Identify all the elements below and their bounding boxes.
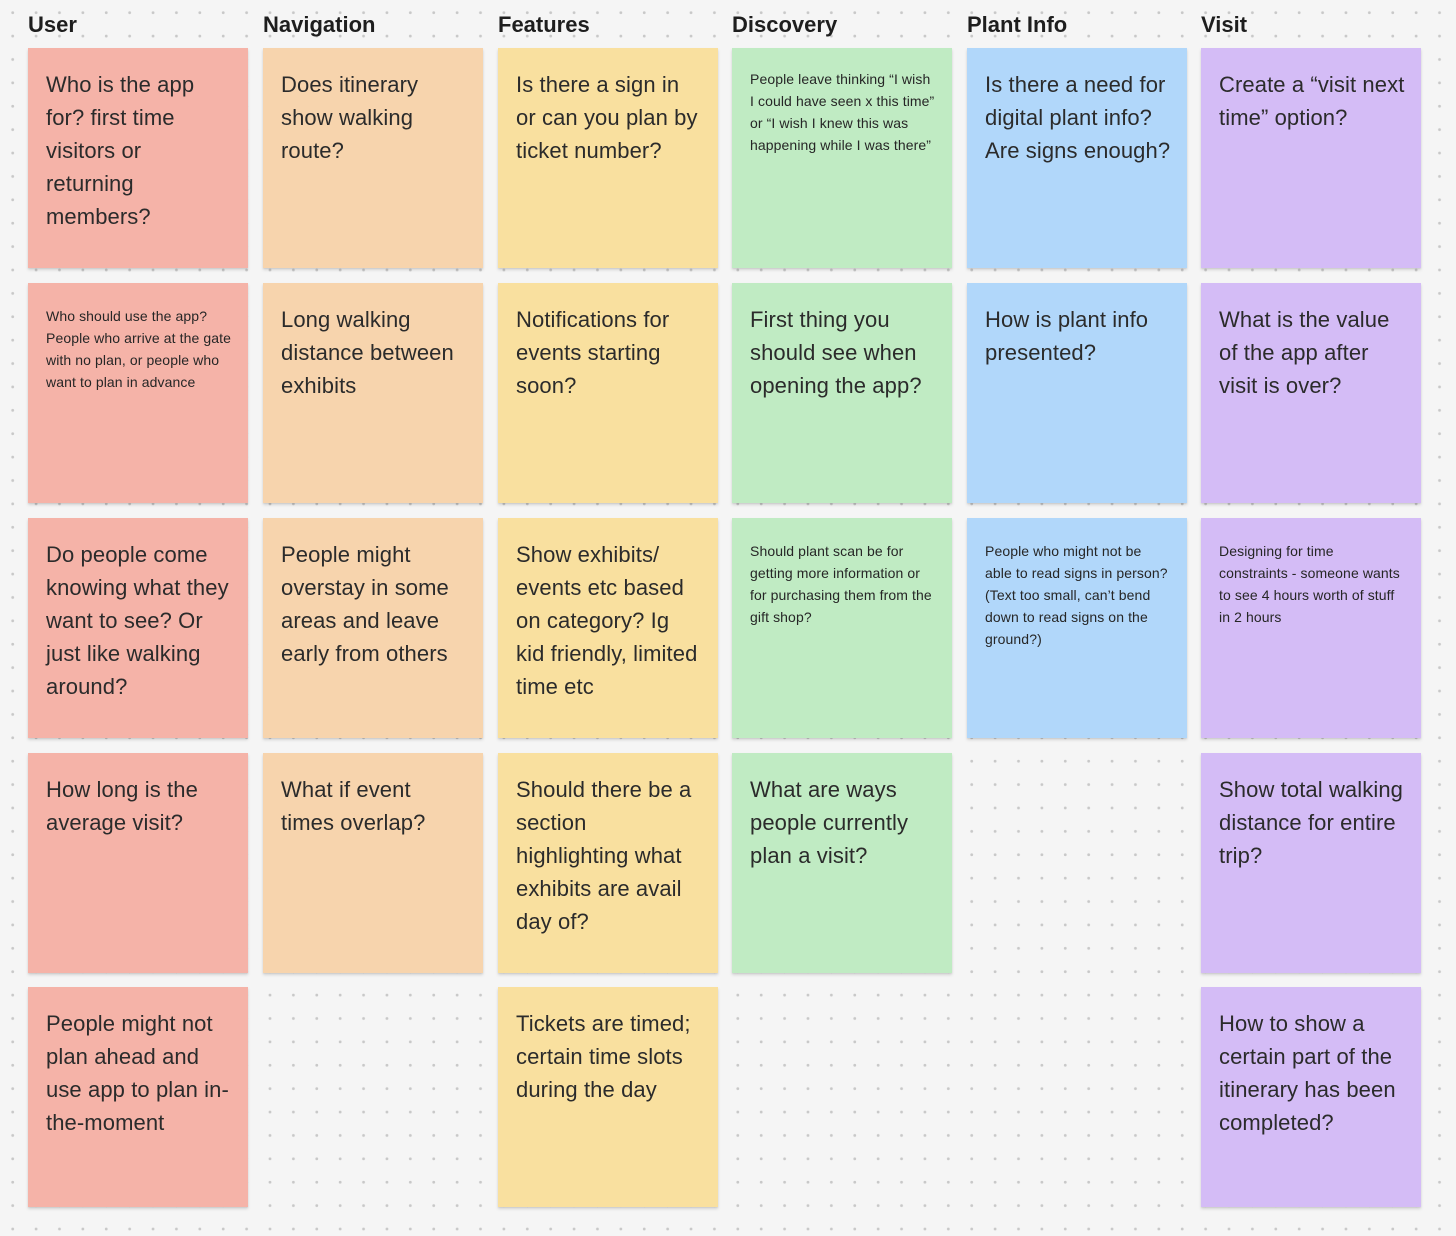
sticky-note-text: Show exhibits/ events etc based on categ…: [516, 542, 698, 699]
sticky-note[interactable]: How to show a certain part of the itiner…: [1201, 987, 1421, 1207]
sticky-note-text: What if event times overlap?: [281, 777, 426, 835]
sticky-note-text: Is there a sign in or can you plan by ti…: [516, 72, 698, 163]
sticky-note-text: Tickets are timed; certain time slots du…: [516, 1011, 691, 1102]
sticky-note[interactable]: How is plant info presented?: [967, 283, 1187, 503]
column-header-discovery[interactable]: Discovery: [732, 12, 838, 37]
sticky-note[interactable]: Tickets are timed; certain time slots du…: [498, 987, 718, 1207]
column-header-visit[interactable]: Visit: [1201, 12, 1248, 37]
sticky-note-text: What is the value of the app after visit…: [1219, 307, 1390, 398]
sticky-note[interactable]: Show exhibits/ events etc based on categ…: [498, 518, 718, 738]
sticky-note[interactable]: Notifications for events starting soon?: [498, 283, 718, 503]
sticky-note[interactable]: Does itinerary show walking route?: [263, 48, 483, 268]
sticky-note[interactable]: Designing for time constraints - someone…: [1201, 518, 1421, 738]
sticky-note[interactable]: Is there a need for digital plant info? …: [967, 48, 1187, 268]
sticky-note[interactable]: Should there be a section highlighting w…: [498, 753, 718, 973]
column-header-plant-info[interactable]: Plant Info: [967, 12, 1068, 37]
sticky-note-text: Designing for time constraints - someone…: [1219, 543, 1400, 625]
sticky-note[interactable]: Create a “visit next time” option?: [1201, 48, 1421, 268]
sticky-note-text: People leave thinking “I wish I could ha…: [750, 71, 935, 153]
sticky-note-text: People might not plan ahead and use app …: [46, 1011, 229, 1135]
sticky-note-text: Who is the app for? first time visitors …: [46, 72, 195, 229]
sticky-note-text: Show total walking distance for entire t…: [1219, 777, 1404, 868]
sticky-note-text: Notifications for events starting soon?: [516, 307, 670, 398]
sticky-note[interactable]: Who is the app for? first time visitors …: [28, 48, 248, 268]
sticky-note[interactable]: First thing you should see when opening …: [732, 283, 952, 503]
sticky-note-text: Long walking distance between exhibits: [281, 307, 454, 398]
column-header-user[interactable]: User: [28, 12, 77, 37]
sticky-note[interactable]: How long is the average visit?: [28, 753, 248, 973]
sticky-note-text: How long is the average visit?: [46, 777, 198, 835]
sticky-note[interactable]: What is the value of the app after visit…: [1201, 283, 1421, 503]
sticky-note-text: Do people come knowing what they want to…: [46, 542, 229, 699]
sticky-note[interactable]: What are ways people currently plan a vi…: [732, 753, 952, 973]
sticky-note-text: How to show a certain part of the itiner…: [1219, 1011, 1396, 1135]
sticky-note[interactable]: Long walking distance between exhibits: [263, 283, 483, 503]
sticky-note[interactable]: People might not plan ahead and use app …: [28, 987, 248, 1207]
sticky-note[interactable]: Is there a sign in or can you plan by ti…: [498, 48, 718, 268]
sticky-note-text: Is there a need for digital plant info? …: [985, 72, 1171, 163]
sticky-note-text: Does itinerary show walking route?: [281, 72, 419, 163]
column-header-navigation[interactable]: Navigation: [263, 12, 376, 37]
sticky-note-text: Should plant scan be for getting more in…: [750, 543, 932, 625]
sticky-note[interactable]: People might overstay in some areas and …: [263, 518, 483, 738]
sticky-note[interactable]: People leave thinking “I wish I could ha…: [732, 48, 952, 268]
sticky-note[interactable]: Should plant scan be for getting more in…: [732, 518, 952, 738]
sticky-note-text: People who might not be able to read sig…: [985, 543, 1168, 647]
sticky-note-text: First thing you should see when opening …: [750, 307, 922, 398]
sticky-note[interactable]: Who should use the app? People who arriv…: [28, 283, 248, 503]
sticky-note-text: Who should use the app? People who arriv…: [46, 308, 232, 390]
sticky-note[interactable]: Show total walking distance for entire t…: [1201, 753, 1421, 973]
sticky-note-text: How is plant info presented?: [985, 307, 1149, 365]
sticky-note-text: Should there be a section highlighting w…: [516, 777, 692, 934]
sticky-note[interactable]: What if event times overlap?: [263, 753, 483, 973]
sticky-note-text: People might overstay in some areas and …: [281, 542, 449, 666]
sticky-note[interactable]: Do people come knowing what they want to…: [28, 518, 248, 738]
column-header-features[interactable]: Features: [498, 12, 590, 37]
sticky-note-text: What are ways people currently plan a vi…: [750, 777, 909, 868]
sticky-note[interactable]: People who might not be able to read sig…: [967, 518, 1187, 738]
sticky-note-text: Create a “visit next time” option?: [1219, 72, 1405, 130]
